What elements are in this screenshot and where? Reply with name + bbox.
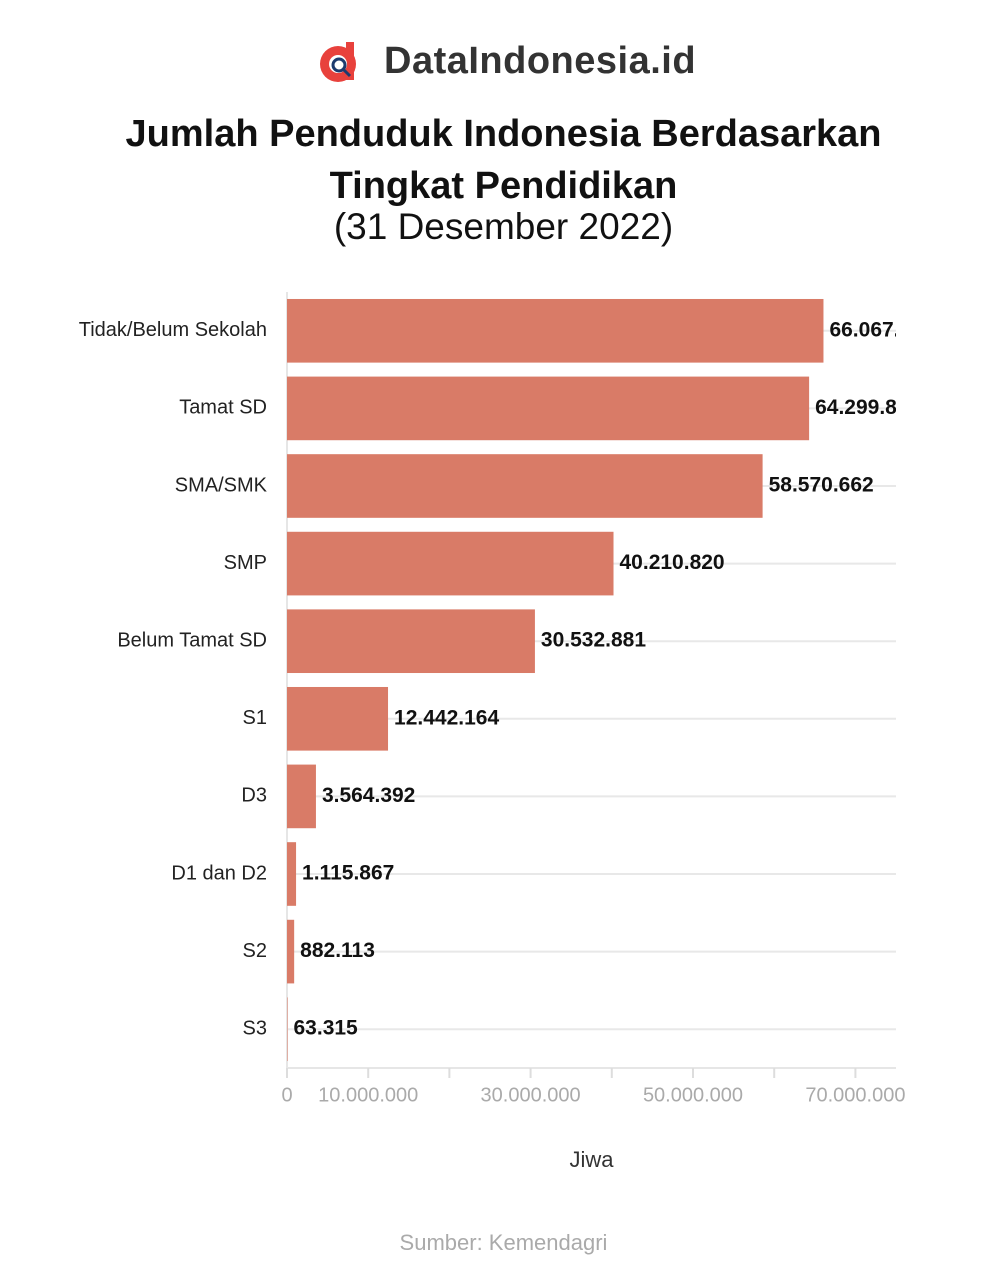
bar (287, 531, 614, 596)
y-tick-label: S3 (243, 1017, 267, 1039)
bar (287, 298, 824, 363)
bar (287, 376, 810, 441)
y-tick-label: D1 dan D2 (171, 862, 267, 884)
x-tick-label: 50.000.000 (643, 1084, 743, 1106)
bar (287, 454, 763, 518)
value-label: 63.315 (294, 1017, 359, 1040)
chart-title: Jumlah Penduduk Indonesia Berdasarkan Ti… (125, 113, 882, 207)
value-label: 64.299.800 (815, 396, 920, 419)
x-tick-label: 10.000.000 (318, 1084, 418, 1106)
value-label: 58.570.662 (769, 474, 874, 497)
source: Sumber: Kemendagri (399, 1230, 608, 1255)
logo (320, 42, 356, 82)
y-tick-label: Belum Tamat SD (117, 629, 267, 651)
value-label: 3.564.392 (322, 784, 415, 807)
y-tick-label: SMP (224, 552, 267, 574)
value-label: 66.067.000 (829, 318, 934, 341)
bar (287, 919, 295, 984)
y-tick-label: S2 (243, 940, 267, 962)
brand: DataIndonesia.id (0, 36, 1007, 92)
bar (287, 686, 389, 751)
value-label: 40.210.820 (620, 551, 725, 574)
bar (287, 842, 297, 906)
y-tick-label: Tamat SD (179, 397, 267, 419)
y-tick-label: S1 (243, 707, 267, 729)
value-label: 30.532.881 (541, 629, 646, 652)
y-tick-label: Tidak/Belum Sekolah (79, 319, 267, 341)
bar (287, 997, 288, 1062)
brand-name: DataIndonesia.id (384, 40, 697, 82)
y-tick-label: D3 (241, 785, 267, 807)
y-tick-label: SMA/SMK (175, 474, 268, 496)
x-axis-title: Jiwa (569, 1147, 614, 1172)
value-label: 882.113 (300, 939, 375, 962)
chart: 0 10.000.000 30.000.000 50.000.000 70.000.00… (79, 292, 934, 1172)
bar (287, 609, 535, 674)
value-label: 12.442.164 (394, 706, 499, 729)
chart-subtitle: (31 Desember 2022) (333, 206, 674, 247)
bar (287, 764, 316, 829)
x-tick-label: 70.000.000 (805, 1084, 905, 1106)
x-tick-label: 30.000.000 (481, 1084, 581, 1106)
x-tick-label: 0 (281, 1084, 292, 1106)
value-label: 1.115.867 (302, 862, 394, 885)
